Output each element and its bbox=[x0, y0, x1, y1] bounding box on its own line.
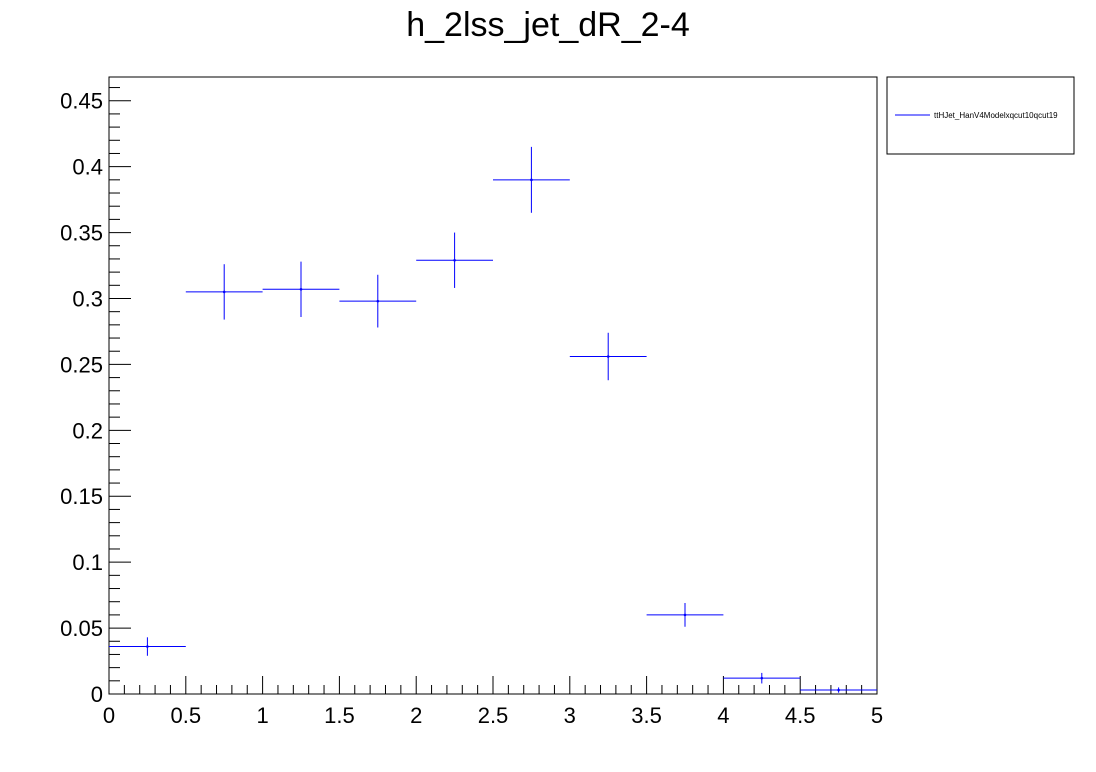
y-tick-label: 0.1 bbox=[72, 550, 103, 575]
y-tick-label: 0.25 bbox=[60, 352, 103, 377]
data-point bbox=[339, 274, 417, 328]
point-marker bbox=[530, 178, 533, 182]
data-point bbox=[569, 332, 647, 381]
x-tick-label: 2.5 bbox=[478, 703, 509, 728]
point-marker bbox=[606, 355, 610, 358]
plot-frame bbox=[108, 76, 878, 695]
y-axis: 0 0.05 0.1 0.15 0.2 0.25 0.3 0.35 0.4 0.45 bbox=[60, 87, 131, 707]
data-point bbox=[109, 637, 186, 656]
y-tick-label: 0 bbox=[91, 682, 103, 707]
point-marker bbox=[760, 676, 764, 680]
point-marker bbox=[453, 258, 456, 262]
x-tick-label: 5 bbox=[871, 703, 883, 728]
y-tick-label: 0.3 bbox=[72, 286, 103, 311]
y-tick-label: 0.45 bbox=[60, 89, 103, 114]
legend-label: ttHJet_HanV4Modelxqcut10qcut19 bbox=[934, 111, 1058, 120]
legend: ttHJet_HanV4Modelxqcut10qcut19 bbox=[886, 76, 1075, 155]
point-marker bbox=[683, 613, 687, 617]
x-tick-label: 0.5 bbox=[171, 703, 202, 728]
data-point bbox=[416, 232, 493, 288]
data-point bbox=[262, 261, 340, 317]
y-tick-label: 0.2 bbox=[72, 418, 103, 443]
point-marker bbox=[222, 290, 226, 294]
point-marker bbox=[376, 299, 380, 303]
y-tick-label: 0.15 bbox=[60, 484, 103, 509]
y-tick-label: 0.05 bbox=[60, 616, 103, 641]
data-point bbox=[185, 264, 263, 320]
point-marker bbox=[146, 645, 149, 648]
point-marker bbox=[299, 287, 303, 291]
x-tick-label: 4 bbox=[717, 703, 729, 728]
y-tick-label: 0.4 bbox=[72, 155, 103, 180]
x-tick-label: 3.5 bbox=[631, 703, 662, 728]
x-tick-label: 2 bbox=[410, 703, 422, 728]
x-tick-label: 0 bbox=[103, 703, 115, 728]
data-point bbox=[800, 687, 877, 693]
x-tick-label: 1.5 bbox=[324, 703, 355, 728]
x-tick-label: 3 bbox=[564, 703, 576, 728]
chart-title: h_2lss_jet_dR_2-4 bbox=[406, 6, 690, 44]
x-axis: 0 0.5 1 1.5 2 2.5 3 3.5 4 4.5 5 bbox=[103, 676, 883, 728]
x-tick-label: 4.5 bbox=[785, 703, 816, 728]
data-series bbox=[109, 146, 877, 693]
x-tick-label: 1 bbox=[256, 703, 268, 728]
data-point bbox=[723, 672, 801, 684]
point-marker bbox=[837, 688, 840, 692]
data-point bbox=[646, 603, 724, 627]
data-point bbox=[493, 146, 570, 213]
y-tick-label: 0.35 bbox=[60, 221, 103, 246]
